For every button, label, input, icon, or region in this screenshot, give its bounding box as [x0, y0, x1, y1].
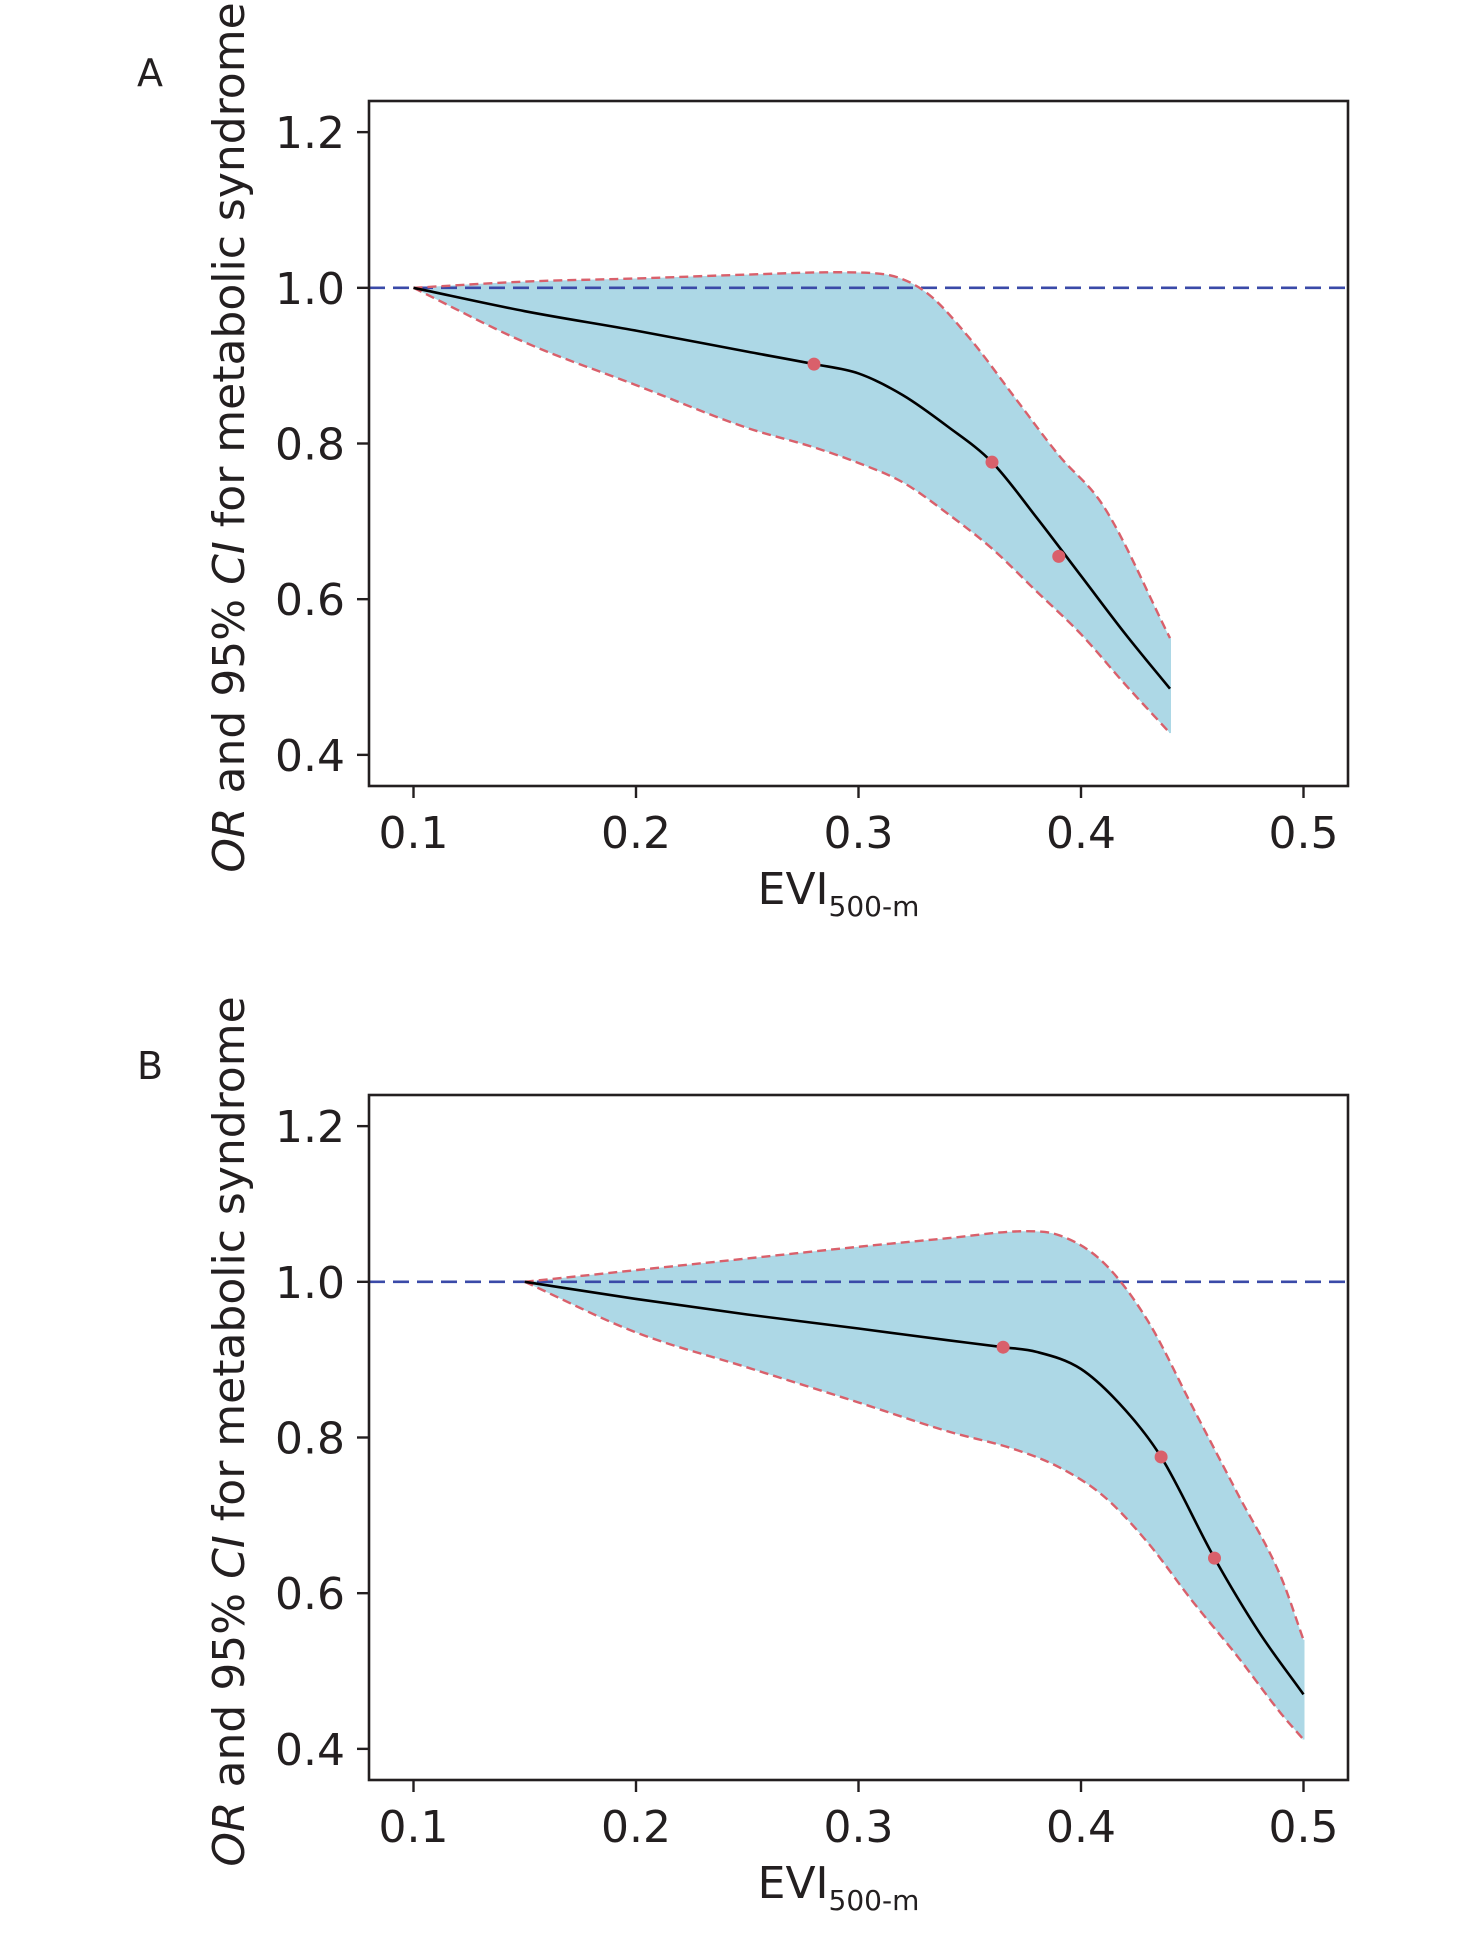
x-tick-label: 0.1: [379, 1802, 449, 1853]
knot-point: [985, 455, 999, 469]
panel-a: 0.1 0.2 0.3 0.4 0.5 0.4 0.6 0.8 1.0 1.2 EVI500-m OR…: [137, 2, 1350, 923]
upper-ci-line: [524, 1230, 1305, 1641]
y-tick-label: 0.8: [275, 420, 345, 471]
x-tick-label: 0.1: [379, 808, 449, 859]
ci-band: [524, 1231, 1304, 1740]
y-tick-label: 1.2: [275, 1102, 345, 1153]
x-axis-label: EVI500-m: [758, 864, 920, 923]
y-tick-label: 0.6: [275, 575, 345, 626]
y-tick-label: 0.4: [275, 1725, 345, 1776]
x-tick-label: 0.5: [1269, 808, 1339, 859]
panel-letter: B: [137, 1044, 163, 1088]
estimate-line: [413, 286, 1172, 690]
panel-letter: A: [137, 51, 163, 95]
x-tick-label: 0.4: [1046, 808, 1116, 859]
y-tick-label: 1.0: [275, 1258, 345, 1309]
upper-ci-line: [413, 271, 1172, 639]
knot-point: [1052, 549, 1066, 563]
panel-b: 0.1 0.2 0.3 0.4 0.5 0.4 0.6 0.8 1.0 1.2 EVI500-m OR…: [137, 996, 1350, 1917]
y-tick-label: 0.4: [275, 731, 345, 782]
knot-point: [807, 357, 821, 371]
y-tick-label: 0.8: [275, 1414, 345, 1465]
y-tick-label: 0.6: [275, 1569, 345, 1620]
x-tick-label: 0.3: [824, 808, 894, 859]
x-tick-label: 0.2: [601, 808, 671, 859]
knot-point: [1154, 1450, 1168, 1464]
y-axis-label: OR and 95% CI for metabolic syndrome: [204, 996, 255, 1866]
x-tick-label: 0.5: [1269, 1802, 1339, 1853]
knot-point: [996, 1340, 1010, 1354]
x-axis-label: EVI500-m: [758, 1858, 920, 1917]
x-tick-label: 0.3: [824, 1802, 894, 1853]
lower-ci-line: [412, 286, 1171, 734]
y-axis-label: OR and 95% CI for metabolic syndrome: [204, 2, 255, 872]
knot-point: [1208, 1551, 1221, 1565]
y-tick-label: 1.0: [275, 264, 345, 315]
ci-band: [413, 272, 1170, 734]
x-tick-label: 0.2: [601, 1802, 671, 1853]
y-tick-label: 1.2: [275, 108, 345, 159]
x-tick-label: 0.4: [1046, 1802, 1116, 1853]
